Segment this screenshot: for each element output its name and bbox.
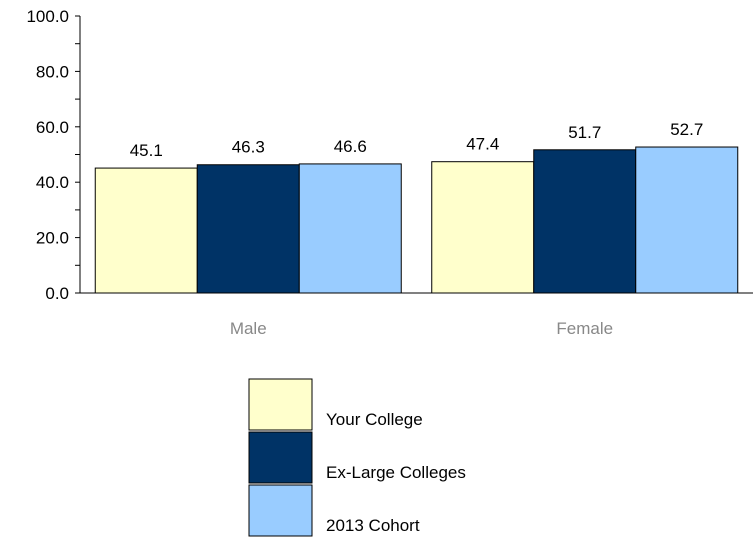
bars (94, 146, 739, 294)
x-category-label: Female (556, 319, 613, 338)
data-label: 46.6 (334, 137, 367, 156)
data-label: 47.4 (466, 135, 499, 154)
data-label: 51.7 (568, 123, 601, 142)
bar-2013-cohort-female (635, 146, 739, 294)
bar-2013-cohort-male (298, 163, 402, 294)
x-axis: Male Female (80, 292, 753, 338)
data-label: 52.7 (670, 120, 703, 139)
legend-swatch (248, 431, 313, 484)
data-label: 45.1 (130, 141, 163, 160)
bar-ex-large-colleges-female (533, 149, 637, 294)
bar-your-college-female (431, 161, 535, 294)
y-tick-label: 60.0 (36, 118, 69, 137)
y-tick-label: 100.0 (26, 7, 69, 26)
data-labels: 45.1 46.3 46.6 47.4 51.7 52.7 (130, 120, 704, 160)
y-tick-label: 40.0 (36, 173, 69, 192)
bar-ex-large-colleges-male (196, 164, 300, 294)
legend-label: Your College (326, 410, 423, 429)
y-axis: 0.0 20.0 40.0 60.0 80.0 100.0 (26, 7, 81, 303)
y-tick-label: 20.0 (36, 229, 69, 248)
y-tick-label: 80.0 (36, 62, 69, 81)
legend: Your College Ex-Large Colleges 2013 Cohort (248, 378, 466, 537)
legend-swatch (248, 378, 313, 431)
legend-label: Ex-Large Colleges (326, 463, 466, 482)
bar-your-college-male (94, 167, 198, 294)
data-label: 46.3 (232, 138, 265, 157)
legend-swatch (248, 484, 313, 537)
x-category-label: Male (230, 319, 267, 338)
legend-label: 2013 Cohort (326, 516, 420, 535)
y-tick-label: 0.0 (45, 284, 69, 303)
